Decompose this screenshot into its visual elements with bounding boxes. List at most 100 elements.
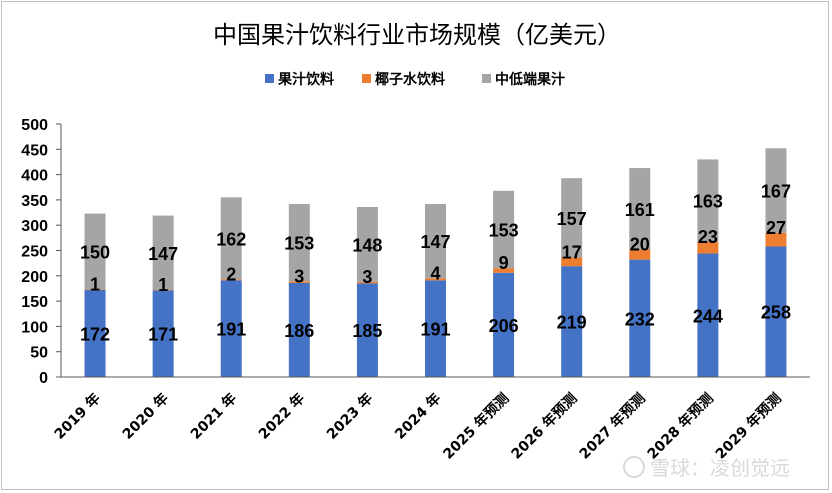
x-axis: 2019 年 2020 年 2021 年 2022 年 2023 年 2024 年2025… — [51, 376, 810, 463]
bar-1-2 — [220, 279, 242, 281]
data-label-2-6: 153 — [489, 221, 519, 241]
bar-2-4 — [356, 206, 378, 282]
data-label-1-10: 27 — [766, 218, 786, 238]
data-label-2-3: 153 — [284, 234, 314, 254]
legend-swatch-2 — [482, 74, 491, 83]
data-label-1-3: 3 — [294, 266, 304, 286]
bar-1-0 — [84, 289, 106, 290]
bar-0-6 — [493, 272, 515, 377]
bar-0-1 — [152, 290, 174, 377]
watermark-text: 雪球：凌创觉远 — [650, 456, 790, 480]
data-label-1-4: 3 — [362, 267, 372, 287]
x-tick-label: 2020 年 — [119, 390, 172, 443]
y-tick-label: 300 — [21, 218, 48, 235]
bar-1-4 — [356, 281, 378, 284]
legend-swatch-1 — [362, 74, 371, 83]
bar-0-3 — [288, 282, 310, 377]
bar-0-0 — [84, 289, 106, 377]
bar-2-7 — [561, 178, 583, 258]
data-label-2-1: 147 — [148, 244, 178, 264]
bar-1-8 — [629, 249, 651, 260]
bar-1-6 — [493, 268, 515, 273]
bar-0-5 — [425, 280, 446, 377]
bar-0-4 — [356, 283, 378, 377]
x-tick-label: 2019 年 — [51, 390, 104, 443]
bar-1-5 — [425, 278, 446, 281]
bars — [84, 148, 787, 377]
data-label-2-10: 167 — [761, 182, 791, 202]
data-label-1-1: 1 — [158, 275, 168, 295]
watermark: 雪球：凌创觉远 — [623, 456, 790, 480]
y-tick-label: 50 — [30, 345, 48, 362]
y-axis: 0 50 100 150 200 250 300 350 400 450 500 — [21, 117, 62, 387]
y-tick-label: 450 — [21, 142, 48, 159]
data-label-0-1: 171 — [148, 325, 178, 345]
y-tick-label: 350 — [21, 193, 48, 210]
legend: 果汁饮料 椰子水饮料 中低端果汁 — [265, 71, 565, 88]
bar-2-0 — [84, 213, 106, 290]
x-tick-label: 2027 年预测 — [576, 390, 649, 463]
data-label-2-7: 157 — [557, 209, 587, 229]
data-label-1-2: 2 — [226, 264, 236, 284]
legend-label-1: 椰子水饮料 — [375, 71, 445, 88]
bar-2-8 — [629, 168, 651, 250]
data-label-1-0: 1 — [90, 274, 100, 294]
x-tick-label: 2022 年 — [255, 390, 308, 443]
data-label-0-5: 191 — [420, 320, 450, 340]
x-tick-label: 2021 年 — [187, 390, 240, 443]
bar-0-10 — [765, 246, 787, 377]
data-label-0-9: 244 — [693, 306, 723, 326]
bar-0-2 — [220, 280, 242, 377]
bar-1-3 — [288, 281, 310, 283]
y-tick-label: 200 — [21, 269, 48, 286]
data-label-2-5: 147 — [420, 232, 450, 252]
y-tick-label: 150 — [21, 294, 48, 311]
bar-2-3 — [288, 203, 310, 282]
x-tick-label: 2029 年预测 — [712, 390, 785, 463]
bar-1-10 — [765, 232, 787, 247]
y-tick-label: 250 — [21, 244, 48, 261]
x-tick-label: 2026 年预测 — [508, 390, 581, 463]
chart-title: 中国果汁饮料行业市场规模（亿美元） — [213, 21, 621, 49]
legend-label-2: 中低端果汁 — [495, 71, 565, 88]
y-tick-label: 0 — [39, 370, 48, 387]
data-label-2-4: 148 — [352, 235, 382, 255]
data-label-0-6: 206 — [489, 316, 519, 336]
bar-2-5 — [425, 203, 446, 279]
data-label-2-0: 150 — [80, 243, 110, 263]
data-labels: 172 1 150 171 1 147 191 2 162 186 3 153 185 3 148 191 4 1… — [80, 182, 791, 345]
data-label-1-9: 23 — [698, 227, 718, 247]
bar-1-9 — [697, 241, 719, 254]
data-label-0-7: 219 — [557, 313, 587, 333]
bar-0-7 — [561, 266, 583, 377]
bar-2-10 — [765, 148, 787, 233]
bar-2-1 — [152, 215, 174, 290]
y-tick-label: 500 — [21, 117, 48, 134]
data-label-0-10: 258 — [761, 303, 791, 323]
bar-0-8 — [629, 259, 651, 377]
data-label-1-8: 20 — [630, 234, 650, 254]
data-label-2-9: 163 — [693, 192, 723, 212]
data-label-0-3: 186 — [284, 321, 314, 341]
y-tick-label: 400 — [21, 168, 48, 185]
legend-label-0: 果汁饮料 — [277, 71, 334, 88]
bar-2-9 — [697, 159, 719, 242]
x-tick-label: 2025 年预测 — [440, 390, 513, 463]
bar-1-7 — [561, 257, 583, 267]
bar-2-6 — [493, 190, 515, 269]
watermark-logo-icon — [623, 456, 645, 478]
bar-0-9 — [697, 253, 719, 377]
x-tick-label: 2024 年 — [391, 390, 444, 443]
data-label-1-6: 9 — [499, 253, 509, 273]
data-label-0-4: 185 — [352, 321, 382, 341]
data-label-1-5: 4 — [430, 263, 440, 283]
x-tick-label: 2028 年预测 — [644, 390, 717, 463]
bar-2-2 — [220, 197, 242, 280]
y-tick-label: 100 — [21, 319, 48, 336]
data-label-2-8: 161 — [625, 200, 655, 220]
legend-swatch-0 — [265, 74, 274, 83]
data-label-0-0: 172 — [80, 324, 110, 344]
data-label-1-7: 17 — [562, 243, 582, 263]
